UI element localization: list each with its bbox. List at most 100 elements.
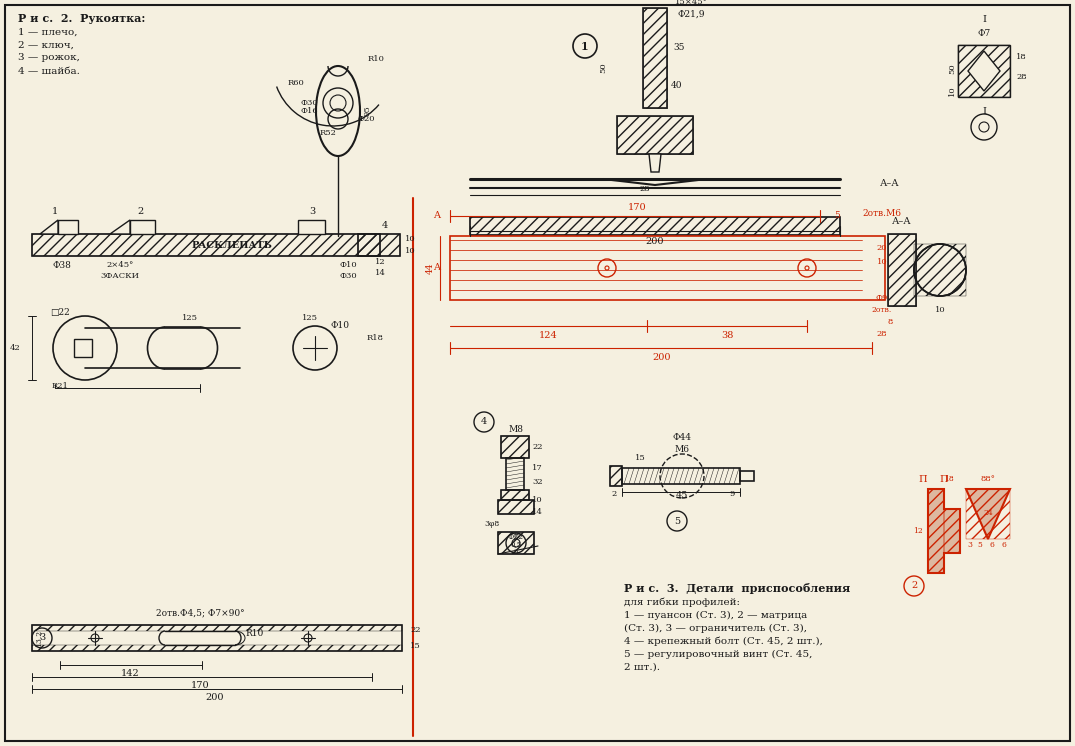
Bar — [617, 116, 693, 154]
Text: I: I — [981, 107, 986, 116]
Text: Ф30: Ф30 — [340, 272, 357, 280]
Bar — [501, 436, 529, 458]
Text: 170: 170 — [190, 680, 210, 689]
Text: 10: 10 — [532, 496, 543, 504]
Text: (Ст. 3), 3 — ограничитель (Ст. 3),: (Ст. 3), 3 — ограничитель (Ст. 3), — [624, 624, 807, 633]
Bar — [928, 489, 944, 573]
Bar — [32, 625, 402, 631]
Text: 3: 3 — [309, 207, 315, 216]
Polygon shape — [298, 220, 325, 234]
Text: 24: 24 — [984, 509, 993, 517]
Bar — [740, 471, 754, 481]
Text: 2отв.Ф4,5; Ф7×90°: 2отв.Ф4,5; Ф7×90° — [156, 609, 244, 618]
Text: 42: 42 — [10, 344, 20, 352]
Text: □22: □22 — [51, 307, 70, 316]
Text: 9: 9 — [729, 490, 734, 498]
Text: 200: 200 — [653, 354, 671, 363]
Text: 4: 4 — [382, 222, 388, 231]
Text: A: A — [433, 263, 440, 272]
Text: 2отв.М6: 2отв.М6 — [862, 208, 902, 218]
Text: 2 — ключ,: 2 — ключ, — [18, 40, 74, 49]
Text: 1: 1 — [582, 40, 589, 51]
Text: R52: R52 — [319, 129, 336, 137]
Bar — [643, 8, 666, 108]
Bar — [888, 234, 916, 306]
Text: 2×45°: 2×45° — [106, 261, 133, 269]
Bar — [888, 234, 916, 306]
Text: 17: 17 — [532, 464, 543, 472]
Bar — [501, 436, 529, 458]
Text: 18: 18 — [1016, 53, 1027, 61]
Text: 8: 8 — [514, 532, 519, 540]
Polygon shape — [58, 220, 78, 234]
Text: 45: 45 — [676, 492, 688, 501]
Text: 3 — рожок,: 3 — рожок, — [18, 54, 80, 63]
Text: 4: 4 — [481, 418, 487, 427]
Text: П: П — [919, 474, 928, 483]
Bar — [498, 532, 534, 554]
Text: 3φ8: 3φ8 — [485, 520, 500, 528]
Text: 1: 1 — [52, 207, 58, 216]
Text: 1 — пуансон (Ст. 3), 2 — матрица: 1 — пуансон (Ст. 3), 2 — матрица — [624, 610, 807, 620]
Text: для гибки профилей:: для гибки профилей: — [624, 598, 740, 606]
Text: 22: 22 — [410, 626, 420, 634]
Text: Ф16: Ф16 — [300, 107, 318, 115]
Bar — [944, 509, 960, 553]
Text: 2: 2 — [612, 490, 617, 498]
Polygon shape — [130, 220, 155, 234]
Text: 5: 5 — [674, 516, 680, 525]
Text: 40: 40 — [671, 81, 683, 90]
Text: 88°: 88° — [980, 475, 995, 483]
Text: 142: 142 — [120, 668, 140, 677]
Text: 50: 50 — [599, 63, 607, 73]
Text: Ф20: Ф20 — [358, 115, 375, 123]
Text: 8: 8 — [887, 318, 892, 326]
Text: 95: 95 — [364, 106, 372, 116]
Bar — [470, 217, 840, 235]
Text: 28: 28 — [1016, 73, 1027, 81]
Text: 3ФАСКИ: 3ФАСКИ — [100, 272, 140, 280]
Bar — [617, 116, 693, 154]
Bar — [501, 490, 529, 500]
Text: Ф10: Ф10 — [330, 322, 349, 330]
Text: Ф9: Ф9 — [876, 294, 888, 302]
Text: R21: R21 — [52, 382, 69, 390]
Text: I: I — [981, 14, 986, 24]
Text: М8: М8 — [508, 425, 524, 434]
Text: 2 шт.).: 2 шт.). — [624, 662, 660, 671]
Text: 10: 10 — [948, 85, 956, 95]
Polygon shape — [40, 220, 58, 234]
Text: 5 — регулировочный винт (Ст. 45,: 5 — регулировочный винт (Ст. 45, — [624, 650, 813, 659]
Text: 5: 5 — [977, 541, 983, 549]
Text: 1 — плечо,: 1 — плечо, — [18, 28, 77, 37]
Text: 3: 3 — [514, 548, 518, 556]
Polygon shape — [110, 220, 130, 234]
Text: 0,5: 0,5 — [511, 540, 521, 548]
Bar — [470, 217, 840, 235]
Text: 10: 10 — [405, 235, 416, 243]
Bar — [358, 234, 379, 256]
Text: Р и с.  3.  Детали  приспособления: Р и с. 3. Детали приспособления — [624, 583, 850, 594]
Text: 125: 125 — [182, 314, 198, 322]
Bar — [32, 625, 402, 651]
Text: Ф38: Ф38 — [53, 260, 71, 269]
Text: Ф30: Ф30 — [300, 99, 318, 107]
Bar — [622, 468, 740, 484]
Text: 32: 32 — [532, 478, 543, 486]
Text: 44: 44 — [426, 263, 434, 274]
Text: Ф22: Ф22 — [508, 533, 524, 541]
Bar — [74, 339, 92, 357]
Bar — [358, 234, 379, 256]
Text: 10: 10 — [934, 306, 945, 314]
Text: 38: 38 — [721, 331, 733, 340]
Text: РАСКЛЕПАТЬ: РАСКЛЕПАТЬ — [191, 240, 272, 249]
Text: 4 — шайба.: 4 — шайба. — [18, 66, 80, 75]
Bar — [32, 645, 402, 651]
Text: 6: 6 — [990, 541, 994, 549]
Text: 200: 200 — [205, 692, 225, 701]
Text: 15×45°: 15×45° — [675, 0, 707, 6]
Text: 4 — крепежный болт (Ст. 45, 2 шт.),: 4 — крепежный болт (Ст. 45, 2 шт.), — [624, 636, 822, 646]
Text: 22: 22 — [532, 443, 543, 451]
Bar — [610, 466, 622, 486]
Bar — [966, 489, 1010, 539]
